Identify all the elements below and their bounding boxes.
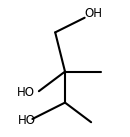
Text: HO: HO [17, 86, 35, 99]
Text: OH: OH [85, 7, 103, 20]
Text: HO: HO [18, 114, 36, 127]
